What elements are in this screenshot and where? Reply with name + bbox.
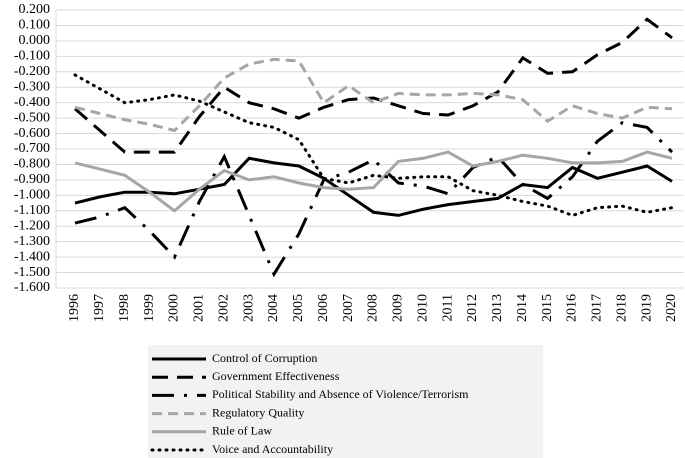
x-tick-label: 2020 bbox=[664, 294, 679, 322]
series-line bbox=[74, 121, 674, 278]
y-tick-label: -0.200 bbox=[14, 64, 50, 79]
x-tick-label: 2010 bbox=[415, 294, 430, 322]
y-tick-label: -1.100 bbox=[14, 203, 50, 218]
legend-box bbox=[148, 345, 543, 458]
y-tick-label: -0.700 bbox=[14, 141, 50, 156]
y-tick-label: -1.500 bbox=[14, 265, 50, 280]
y-tick-label: -0.400 bbox=[14, 95, 50, 110]
y-tick-label: -0.800 bbox=[14, 157, 50, 172]
x-tick-label: 2019 bbox=[639, 294, 654, 322]
x-tick-label: 2005 bbox=[291, 294, 306, 322]
series-line bbox=[74, 17, 673, 154]
y-tick-label: -1.000 bbox=[14, 188, 50, 203]
series-line bbox=[73, 73, 674, 217]
y-tick-label: 0.100 bbox=[19, 18, 51, 33]
series-line bbox=[74, 57, 673, 133]
x-tick-label: 1999 bbox=[142, 294, 157, 322]
x-tick-label: 2013 bbox=[490, 294, 505, 322]
y-tick-label: -0.100 bbox=[14, 49, 50, 64]
y-tick-label: 0.200 bbox=[19, 2, 51, 17]
y-tick-label: -0.600 bbox=[14, 126, 50, 141]
x-tick-label: 2001 bbox=[192, 294, 207, 322]
x-tick-label: 2018 bbox=[614, 294, 629, 322]
x-tick-label: 1998 bbox=[117, 294, 132, 322]
legend-label: Government Effectiveness bbox=[212, 369, 340, 383]
y-tick-label: -1.200 bbox=[14, 218, 50, 233]
x-tick-label: 1997 bbox=[92, 294, 107, 322]
y-tick-label: -0.300 bbox=[14, 79, 50, 94]
legend-label: Voice and Accountability bbox=[212, 442, 333, 456]
legend-label: Control of Corruption bbox=[212, 351, 317, 365]
y-tick-label: -1.600 bbox=[14, 280, 50, 295]
legend-label: Political Stability and Absence of Viole… bbox=[212, 387, 469, 401]
x-tick-label: 2012 bbox=[465, 294, 480, 322]
x-tick-label: 2017 bbox=[590, 294, 605, 322]
x-tick-label: 2014 bbox=[515, 294, 530, 322]
y-tick-label: -1.300 bbox=[14, 234, 50, 249]
series-line bbox=[74, 156, 673, 217]
x-tick-label: 2000 bbox=[167, 294, 182, 322]
series-line bbox=[74, 150, 673, 213]
x-tick-label: 2002 bbox=[216, 294, 231, 322]
legend-label: Regulatory Quality bbox=[212, 405, 304, 419]
y-tick-label: -0.900 bbox=[14, 172, 50, 187]
x-tick-label: 2009 bbox=[391, 294, 406, 322]
y-tick-label: 0.000 bbox=[19, 33, 51, 48]
x-tick-label: 2011 bbox=[440, 294, 455, 321]
x-tick-label: 2016 bbox=[565, 294, 580, 322]
legend-label: Rule of Law bbox=[212, 424, 272, 438]
x-tick-label: 2015 bbox=[540, 294, 555, 322]
x-tick-label: 2006 bbox=[316, 294, 331, 322]
y-tick-label: -0.500 bbox=[14, 110, 50, 125]
x-tick-label: 1996 bbox=[67, 294, 82, 322]
x-tick-label: 2004 bbox=[266, 294, 281, 322]
x-tick-label: 2007 bbox=[341, 294, 356, 322]
y-tick-label: -1.400 bbox=[14, 249, 50, 264]
x-tick-label: 2003 bbox=[241, 294, 256, 322]
x-tick-label: 2008 bbox=[366, 294, 381, 322]
legend: Control of Corruption Government Effectiv… bbox=[150, 351, 469, 456]
